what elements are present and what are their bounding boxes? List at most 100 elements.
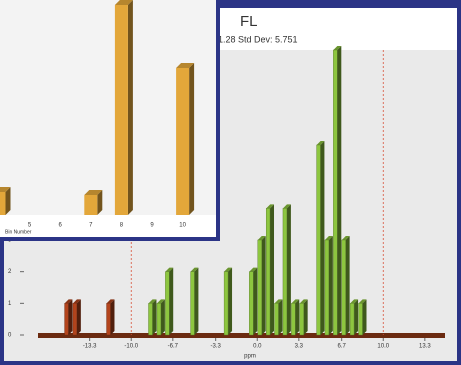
x-tick-label: 3.3 [295, 344, 304, 350]
bar-top [257, 236, 266, 240]
bar-side [303, 299, 308, 335]
bar-side [354, 299, 359, 335]
bar-top [114, 0, 133, 5]
bar-top [64, 299, 73, 304]
bar-top [249, 267, 258, 272]
x-tick-label: 13.3 [419, 344, 431, 350]
x-tick-label: 9 [150, 223, 154, 229]
bar-top [165, 267, 174, 272]
x-tick-label: -6.7 [168, 344, 179, 350]
bar-top [324, 236, 333, 240]
bar-top [148, 299, 157, 304]
bar-top [341, 236, 350, 240]
bar [282, 208, 288, 336]
bar [223, 271, 229, 336]
bar-side [337, 46, 342, 335]
bar [156, 303, 162, 336]
x-tick-label: 0.0 [253, 344, 262, 350]
x-tick-label: 6.7 [338, 344, 347, 350]
bar [249, 271, 254, 336]
x-tick-label: -10.0 [124, 344, 138, 350]
x-tick-label: 10 [179, 223, 186, 229]
bar-side [270, 204, 275, 335]
x-tick-label: -3.3 [210, 344, 221, 350]
bar-top [0, 187, 11, 192]
bar-side [286, 204, 291, 335]
bar-top [224, 267, 233, 272]
x-tick-label: 5 [28, 223, 32, 229]
bar-side [110, 299, 115, 335]
bar [72, 303, 78, 336]
bar-side [261, 236, 266, 335]
bar-top [84, 190, 103, 195]
bar-top [358, 299, 367, 304]
x-tick-label: 7 [89, 223, 93, 229]
bar-top [176, 63, 195, 68]
bar [84, 195, 98, 215]
bar [148, 303, 153, 336]
x-axis-label: ppm [244, 354, 256, 360]
bar [358, 303, 363, 336]
axis-strip [0, 215, 216, 237]
bar-top [299, 299, 308, 304]
bar-top [291, 299, 300, 304]
bar-side [68, 299, 73, 335]
bar-side [169, 267, 174, 335]
bar-side [76, 299, 81, 335]
bar-top [266, 204, 275, 209]
bar-side [362, 299, 367, 335]
bar-side [295, 299, 300, 335]
bar-top [350, 299, 359, 304]
bar-side [345, 236, 350, 335]
bar-side [189, 63, 195, 215]
bar [349, 303, 355, 336]
bar [176, 68, 190, 215]
bar-top [72, 299, 81, 304]
chart-subtitle: 1.28 Std Dev: 5.751 [218, 34, 298, 44]
bar-side [97, 190, 103, 215]
bar-side [253, 267, 258, 335]
bar [316, 144, 321, 336]
bar-top [316, 141, 325, 145]
bar-top [190, 267, 199, 272]
bar [64, 303, 69, 336]
x-tick-label: -13.3 [83, 344, 97, 350]
bar-side [5, 187, 11, 215]
y-tick-label: 0 [8, 333, 12, 339]
bar-side [127, 0, 133, 215]
x-tick-label: 8 [120, 223, 124, 229]
bar [341, 239, 346, 336]
bar-top [156, 299, 165, 304]
bar [0, 192, 6, 215]
window-border [216, 0, 220, 241]
bar-side [328, 236, 333, 335]
bar [324, 239, 330, 336]
bar [274, 303, 279, 336]
bar [265, 208, 271, 336]
bar-top [106, 299, 115, 304]
bar-top [274, 299, 283, 304]
window-border [0, 237, 220, 241]
x-tick-label: 10.0 [377, 344, 389, 350]
bar [165, 271, 170, 336]
bar [257, 239, 262, 336]
bar [291, 303, 296, 336]
bar [299, 303, 304, 336]
bar-side [194, 267, 199, 335]
chart-title: FL [240, 13, 258, 30]
bar [114, 5, 128, 215]
x-tick-label: 6 [59, 223, 63, 229]
y-tick-label: 1 [8, 301, 12, 307]
bar [106, 303, 111, 336]
bar-side [320, 141, 325, 335]
bar-side [228, 267, 233, 335]
bar-top [282, 204, 291, 209]
bar-side [278, 299, 283, 335]
bar [190, 271, 195, 336]
bar [333, 49, 338, 336]
x-axis-label: Bin Number [5, 229, 32, 235]
bar-side [160, 299, 165, 335]
bar-top [333, 46, 342, 50]
y-tick-label: 2 [8, 269, 12, 275]
